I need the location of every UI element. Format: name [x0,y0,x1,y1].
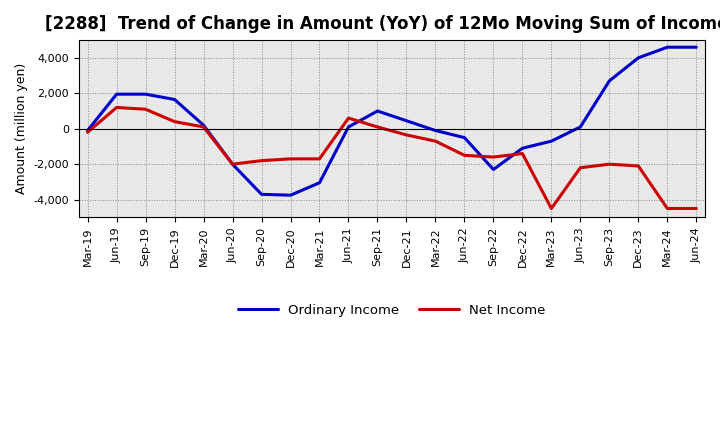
Ordinary Income [141,92,150,97]
Ordinary Income [663,44,672,50]
Line: Ordinary Income: Ordinary Income [88,47,696,195]
Net Income [576,165,585,170]
Net Income [344,115,353,121]
Ordinary Income [518,146,527,151]
Title: [2288]  Trend of Change in Amount (YoY) of 12Mo Moving Sum of Incomes: [2288] Trend of Change in Amount (YoY) o… [45,15,720,33]
Net Income [228,161,237,167]
Ordinary Income [315,180,324,185]
Net Income [431,139,440,144]
Ordinary Income [112,92,121,97]
Ordinary Income [373,108,382,114]
Net Income [518,151,527,156]
Net Income [547,206,556,211]
Ordinary Income [460,135,469,140]
Legend: Ordinary Income, Net Income: Ordinary Income, Net Income [233,298,551,322]
Net Income [402,132,411,138]
Ordinary Income [344,125,353,130]
Ordinary Income [692,44,701,50]
Net Income [692,206,701,211]
Ordinary Income [576,125,585,130]
Ordinary Income [402,118,411,123]
Ordinary Income [199,123,208,128]
Net Income [605,161,613,167]
Ordinary Income [547,139,556,144]
Net Income [170,119,179,124]
Ordinary Income [257,192,266,197]
Ordinary Income [286,193,294,198]
Net Income [141,106,150,112]
Net Income [663,206,672,211]
Ordinary Income [84,128,92,133]
Ordinary Income [170,97,179,102]
Net Income [373,125,382,130]
Ordinary Income [605,78,613,84]
Net Income [112,105,121,110]
Net Income [460,153,469,158]
Net Income [286,156,294,161]
Net Income [315,156,324,161]
Ordinary Income [489,167,498,172]
Ordinary Income [634,55,643,60]
Net Income [257,158,266,163]
Y-axis label: Amount (million yen): Amount (million yen) [15,63,28,194]
Net Income [634,163,643,169]
Net Income [489,154,498,160]
Net Income [199,125,208,130]
Ordinary Income [228,161,237,167]
Net Income [84,130,92,135]
Line: Net Income: Net Income [88,107,696,209]
Ordinary Income [431,128,440,133]
